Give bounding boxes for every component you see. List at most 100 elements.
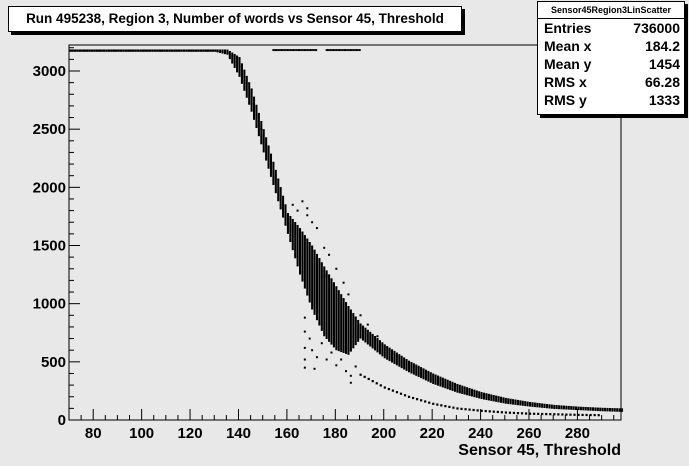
band-stripe <box>175 49 178 52</box>
flat-top-point <box>334 49 336 52</box>
outlier-point <box>323 246 326 249</box>
stats-label: Mean x <box>544 38 592 54</box>
band-stripe <box>141 49 145 52</box>
outlier-point <box>349 374 352 377</box>
band-stripe <box>320 262 323 331</box>
band-stripe <box>233 54 236 68</box>
band-stripe <box>73 49 77 52</box>
band-stripe <box>272 161 275 186</box>
flat-top-point <box>314 49 316 52</box>
band-stripe <box>161 49 164 52</box>
band-stripe <box>158 49 161 52</box>
lower-branch-point <box>375 382 378 385</box>
flat-top-point <box>354 49 356 52</box>
band-stripe <box>76 49 79 52</box>
band-stripe <box>490 394 493 401</box>
band-stripe <box>131 49 135 52</box>
lower-branch-point <box>565 413 568 416</box>
outlier-point <box>303 316 306 319</box>
lower-branch-point <box>452 406 455 409</box>
band-stripe <box>105 49 108 52</box>
band-stripe <box>407 360 411 373</box>
band-stripe <box>495 395 498 402</box>
band-stripe <box>449 380 452 391</box>
lower-branch-point <box>557 413 560 416</box>
flat-top-point <box>297 49 299 52</box>
band-stripe <box>286 212 289 234</box>
band-stripe <box>352 312 355 349</box>
band-stripe <box>509 398 512 405</box>
flat-top-point <box>280 49 283 52</box>
band-stripe <box>315 253 319 321</box>
flat-top-point <box>340 49 342 52</box>
band-stripe <box>558 405 561 410</box>
band-stripe <box>221 49 224 54</box>
band-stripe <box>429 372 432 383</box>
band-stripe <box>98 49 101 52</box>
lower-branch-point <box>448 405 451 409</box>
lower-branch-point <box>520 412 524 415</box>
flat-top-point <box>289 49 291 52</box>
band-stripe <box>584 406 587 411</box>
band-stripe <box>284 204 287 226</box>
band-stripe <box>594 407 597 411</box>
outlier-point <box>315 356 318 359</box>
band-stripe <box>240 63 243 84</box>
band-stripe <box>85 49 89 52</box>
band-stripe <box>136 49 140 52</box>
plot-frame <box>68 44 622 421</box>
outlier-point <box>303 358 306 361</box>
band-stripe <box>250 88 253 112</box>
band-stripe <box>424 369 427 381</box>
band-stripe <box>575 406 578 410</box>
band-stripe <box>437 375 440 386</box>
flat-top-point <box>288 49 290 52</box>
band-stripe <box>231 52 234 64</box>
outlier-point <box>296 209 299 212</box>
outlier-point <box>282 209 285 212</box>
lower-branch-point <box>383 386 386 389</box>
band-stripe <box>289 215 292 243</box>
x-tick-label: 200 <box>371 425 396 442</box>
flat-top-point <box>336 49 338 52</box>
band-stripe <box>182 49 186 52</box>
x-tick-label: 260 <box>516 425 541 442</box>
outlier-point <box>311 349 314 352</box>
flat-top-point <box>357 49 359 52</box>
lower-branch-layer <box>359 373 600 417</box>
flat-top-point <box>292 49 295 52</box>
lower-branch-point <box>436 403 439 406</box>
lower-branch-point <box>488 410 491 413</box>
band-stripe <box>366 329 369 345</box>
lower-branch-point <box>391 389 395 392</box>
lower-branch-point <box>456 407 459 410</box>
lower-branch-point <box>516 412 520 415</box>
flat-top-point <box>308 49 310 52</box>
band-stripe <box>388 347 391 362</box>
band-stripe <box>260 121 263 145</box>
lower-branch-point <box>424 400 427 403</box>
main-band-layer <box>69 49 624 412</box>
band-stripe <box>257 112 260 137</box>
lower-branch-point <box>492 410 495 413</box>
band-stripe <box>127 49 130 52</box>
band-stripe <box>282 195 285 218</box>
band-stripe <box>456 383 459 393</box>
band-stripe <box>543 403 546 409</box>
band-stripe <box>332 282 335 348</box>
flat-top-point <box>351 49 353 52</box>
lower-branch-point <box>524 412 528 415</box>
band-stripe <box>151 49 154 52</box>
band-stripe <box>262 129 265 153</box>
flat-top-point <box>359 49 361 52</box>
flat-top-point <box>329 49 331 52</box>
band-stripe <box>504 397 507 404</box>
lower-branch-point <box>577 413 580 416</box>
band-stripe <box>478 391 481 399</box>
band-stripe <box>616 408 619 412</box>
x-tick-label: 280 <box>565 425 590 442</box>
outlier-point <box>303 346 306 349</box>
band-stripe <box>107 49 111 52</box>
lower-branch-point <box>371 380 374 383</box>
